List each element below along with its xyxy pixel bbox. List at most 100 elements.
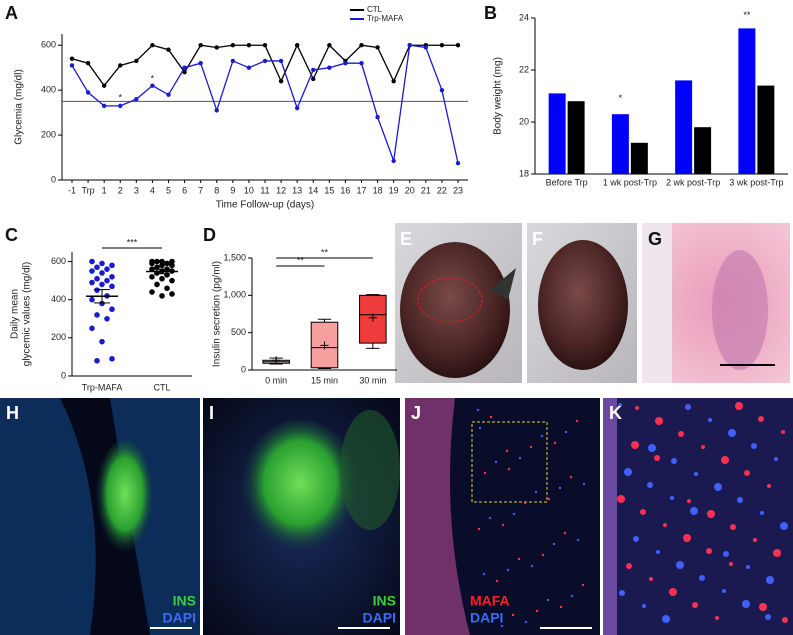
bar bbox=[757, 85, 775, 174]
nucleus bbox=[723, 551, 729, 557]
point bbox=[294, 105, 300, 111]
point bbox=[327, 65, 332, 70]
nucleus bbox=[505, 449, 509, 453]
point bbox=[169, 277, 175, 284]
nucleus bbox=[737, 497, 743, 503]
x-tick-label: 18 bbox=[373, 185, 383, 195]
point bbox=[85, 90, 91, 95]
tissue-edge bbox=[603, 398, 617, 635]
panel-letter: F bbox=[532, 229, 543, 249]
y-tick-label: 400 bbox=[51, 294, 66, 304]
point bbox=[214, 108, 219, 113]
nucleus bbox=[766, 576, 774, 584]
nucleus bbox=[706, 548, 712, 554]
point bbox=[94, 312, 100, 318]
x-tick-label: 0 min bbox=[265, 375, 287, 385]
panel-letter: D bbox=[203, 225, 216, 245]
y-axis-label: Body weight (mg) bbox=[493, 57, 504, 135]
point bbox=[166, 92, 171, 97]
kidney bbox=[400, 242, 510, 378]
panel-letter: I bbox=[209, 403, 214, 423]
ins-signal bbox=[240, 420, 360, 560]
nucleus bbox=[648, 444, 656, 452]
y-tick-label: 20 bbox=[519, 116, 529, 126]
panel-letter: K bbox=[609, 403, 622, 423]
point bbox=[104, 277, 110, 284]
point bbox=[159, 275, 165, 282]
point bbox=[278, 78, 284, 84]
nucleus bbox=[563, 531, 567, 535]
point bbox=[246, 65, 252, 70]
x-tick-label: Trp bbox=[81, 185, 94, 195]
point bbox=[149, 266, 155, 272]
nucleus bbox=[708, 418, 712, 422]
point bbox=[109, 306, 115, 313]
x-tick-label: 13 bbox=[292, 185, 302, 195]
y-tick-label: 200 bbox=[41, 129, 56, 139]
x-tick-label: 17 bbox=[356, 185, 366, 195]
point bbox=[109, 283, 115, 290]
point bbox=[343, 61, 348, 66]
point bbox=[198, 43, 203, 48]
bar bbox=[694, 127, 712, 174]
nucleus bbox=[683, 534, 691, 542]
x-tick-label: 12 bbox=[276, 185, 286, 195]
y-tick-label: 200 bbox=[51, 332, 66, 342]
point bbox=[150, 83, 155, 88]
point bbox=[214, 45, 219, 50]
nucleus bbox=[640, 509, 646, 515]
nucleus bbox=[488, 516, 492, 520]
panel-letter: C bbox=[5, 225, 18, 245]
y-axis-label: Glycemia (mg/dl) bbox=[14, 69, 25, 145]
x-tick-label: 11 bbox=[260, 185, 269, 195]
sig-label: *** bbox=[127, 237, 138, 247]
point bbox=[159, 262, 165, 269]
point bbox=[104, 315, 110, 322]
panel-letter: A bbox=[5, 3, 18, 23]
nucleus bbox=[494, 460, 498, 464]
y-tick-label: 400 bbox=[41, 85, 56, 95]
nucleus bbox=[483, 471, 487, 475]
point bbox=[359, 61, 364, 66]
point bbox=[85, 61, 91, 66]
point bbox=[439, 43, 445, 48]
panel-letter: G bbox=[648, 229, 662, 249]
x-tick-label: 3 wk post-Trp bbox=[729, 177, 783, 187]
x-tick-label: 6 bbox=[182, 185, 187, 195]
point bbox=[89, 296, 95, 303]
nucleus bbox=[534, 490, 538, 494]
point bbox=[94, 287, 100, 293]
nucleus bbox=[507, 467, 511, 471]
nucleus bbox=[558, 486, 562, 490]
x-tick-label: 19 bbox=[389, 185, 399, 195]
sig-label: ** bbox=[321, 247, 329, 257]
mean-marker bbox=[272, 356, 281, 365]
x-tick-label: Before Trp bbox=[546, 177, 588, 187]
nucleus bbox=[575, 419, 579, 423]
nucleus bbox=[517, 557, 521, 561]
nucleus bbox=[511, 613, 515, 617]
x-tick-label: 4 bbox=[150, 185, 155, 195]
nucleus bbox=[506, 568, 510, 572]
stain-label: DAPI bbox=[470, 610, 503, 626]
y-tick-label: 24 bbox=[519, 12, 529, 22]
point bbox=[164, 272, 170, 278]
point bbox=[101, 103, 107, 109]
nucleus bbox=[759, 603, 767, 611]
nucleus bbox=[746, 565, 750, 569]
nucleus bbox=[624, 468, 632, 476]
nucleus bbox=[576, 538, 580, 542]
y-tick-label: 1,000 bbox=[223, 290, 246, 300]
nucleus bbox=[721, 456, 729, 464]
point bbox=[104, 266, 110, 272]
point bbox=[262, 43, 268, 48]
y-axis-label: Insulin secretion (pg/ml) bbox=[212, 261, 223, 367]
point bbox=[311, 67, 316, 73]
nucleus bbox=[760, 511, 764, 515]
panel-letter: J bbox=[411, 403, 421, 423]
legend-label: Trp-MAFA bbox=[367, 14, 404, 23]
nucleus bbox=[489, 415, 493, 419]
nucleus bbox=[753, 538, 757, 542]
annotation: * bbox=[151, 73, 155, 83]
point bbox=[109, 262, 115, 269]
